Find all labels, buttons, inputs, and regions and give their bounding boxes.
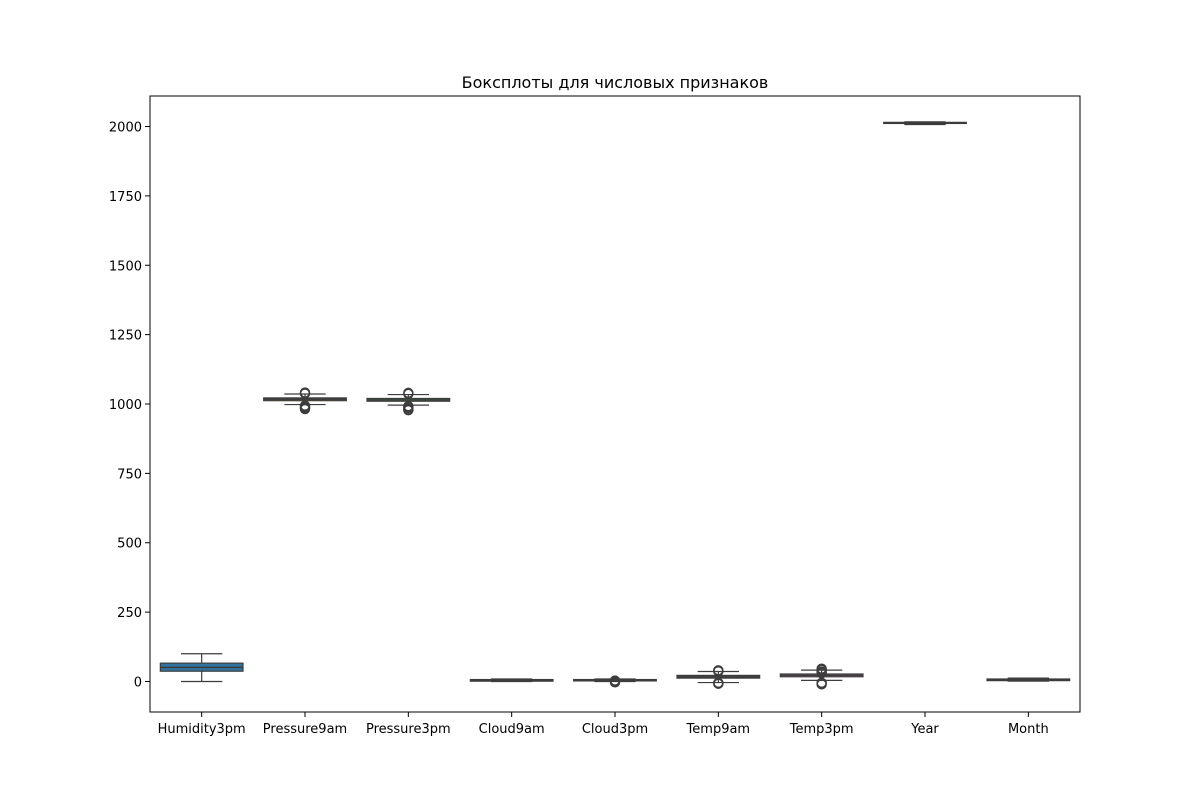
x-tick-label: Temp3pm: [789, 722, 854, 737]
box-pressure9am: [263, 387, 347, 415]
x-tick-label: Cloud3pm: [582, 722, 648, 737]
chart-title: Боксплоты для числовых признаков: [462, 73, 769, 92]
outlier-point: [299, 387, 311, 398]
plot-area: [159, 121, 1071, 690]
y-tick-label: 1750: [109, 190, 142, 205]
box-year: [883, 121, 967, 126]
x-tick-label: Cloud9am: [479, 722, 545, 737]
outlier-point: [713, 677, 724, 689]
y-tick-label: 2000: [109, 121, 142, 136]
y-tick-label: 1500: [109, 259, 142, 274]
y-axis: 0 250 500 750 1000 1250 1500 1750 2000: [109, 121, 150, 690]
box-temp3pm: [779, 663, 864, 690]
x-tick-label: Humidity3pm: [158, 722, 246, 737]
y-tick-label: 1250: [109, 329, 142, 344]
box-humidity3pm: [159, 653, 244, 683]
outlier-point: [403, 400, 414, 412]
outlier-point: [299, 400, 311, 411]
box-month: [986, 677, 1071, 682]
y-tick-label: 1000: [109, 398, 142, 413]
x-tick-label: Year: [910, 722, 939, 737]
outlier-point: [816, 663, 827, 674]
outlier-point: [609, 675, 621, 686]
box-cloud3pm: [573, 675, 657, 688]
y-tick-label: 500: [117, 537, 142, 552]
outlier-point: [403, 387, 414, 399]
y-tick-label: 750: [117, 467, 142, 482]
axes-frame: [149, 95, 1081, 713]
y-tick-label: 0: [134, 675, 142, 690]
box-pressure3pm: [366, 387, 451, 416]
box-cloud9am: [469, 678, 554, 683]
x-tick-label: Month: [1008, 722, 1049, 737]
x-tick-label: Pressure3pm: [366, 722, 451, 737]
box-temp9am: [676, 665, 761, 689]
y-tick-label: 250: [117, 606, 142, 621]
x-tick-label: Pressure9am: [263, 722, 347, 737]
outlier-point: [713, 665, 724, 676]
x-tick-label: Temp9am: [686, 722, 751, 737]
x-axis: Humidity3pm Pressure9am Pressure3pm Cloud9a…: [158, 712, 1049, 737]
